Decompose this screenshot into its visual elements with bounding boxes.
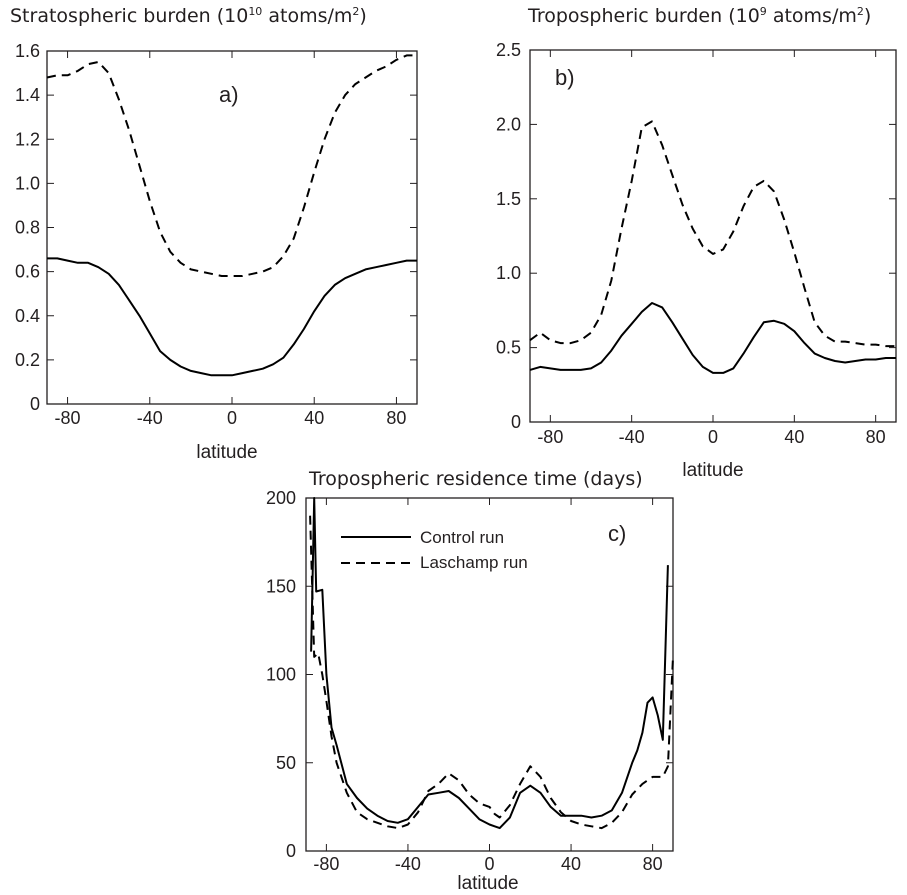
legend: Control run Laschamp run <box>341 528 528 572</box>
panel-b-ticks: -80 -40 0 40 80 0 0.5 1.0 1.5 2.0 2.5 <box>496 40 896 447</box>
y-tick-label: 0.6 <box>15 262 40 282</box>
x-tick-label: -40 <box>619 427 645 447</box>
y-tick-label: 1.0 <box>15 173 40 193</box>
panel-c-title: Tropospheric residence time (days) <box>308 468 643 490</box>
series-line-solid <box>47 257 417 377</box>
y-tick-label: 1.0 <box>496 263 521 283</box>
x-tick-label: 0 <box>484 854 494 874</box>
y-tick-label: 1.5 <box>496 189 521 209</box>
x-tick-label: -40 <box>395 854 421 874</box>
x-tick-label: -80 <box>537 427 563 447</box>
panel-c-xlabel: latitude <box>457 873 518 894</box>
panel-c: Tropospheric residence time (days) -80 -4… <box>266 468 674 894</box>
y-tick-label: 150 <box>266 576 296 596</box>
panel-b-plot-frame <box>529 49 897 423</box>
panel-c-label: c) <box>608 521 626 546</box>
panel-a-series <box>46 54 417 377</box>
panel-a: Stratospheric burden (1010 atoms/m2) -80… <box>10 5 418 463</box>
x-tick-label: 40 <box>561 854 581 874</box>
panel-c-series <box>309 497 674 830</box>
panel-b-label: b) <box>555 65 575 90</box>
series-line-dashed <box>309 515 674 830</box>
x-tick-label: -40 <box>137 408 163 428</box>
panel-b-title: Tropospheric burden (109 atoms/m2) <box>527 5 871 27</box>
panel-a-xlabel: latitude <box>196 442 257 463</box>
panel-b-xlabel: latitude <box>682 460 743 481</box>
y-tick-label: 0 <box>286 841 296 861</box>
y-tick-label: 0.2 <box>15 350 40 370</box>
y-tick-label: 2.0 <box>496 114 521 134</box>
panel-b-series <box>529 120 896 374</box>
y-tick-label: 2.5 <box>496 40 521 60</box>
y-tick-label: 1.4 <box>15 85 40 105</box>
legend-label-control-run: Control run <box>420 528 504 547</box>
panel-c-ticks: -80 -40 0 40 80 0 50 100 150 200 <box>266 488 673 874</box>
y-tick-label: 0 <box>30 394 40 414</box>
series-line-solid <box>529 302 896 374</box>
series-line-dashed <box>46 54 417 277</box>
y-tick-label: 0 <box>511 412 521 432</box>
legend-label-laschamp-run: Laschamp run <box>420 553 528 572</box>
x-tick-label: 80 <box>643 854 663 874</box>
x-tick-label: -80 <box>313 854 339 874</box>
panel-a-title: Stratospheric burden (1010 atoms/m2) <box>10 5 367 27</box>
y-tick-label: 0.8 <box>15 218 40 238</box>
x-tick-label: 40 <box>784 427 804 447</box>
panel-b: Tropospheric burden (109 atoms/m2) -80 -4… <box>496 5 897 481</box>
panel-a-ticks: -80 -40 0 40 80 0 0.2 0.4 0.6 0.8 1.0 1.2 1.4 1.6 <box>15 41 417 428</box>
y-tick-label: 0.5 <box>496 338 521 358</box>
x-tick-label: 0 <box>708 427 718 447</box>
y-tick-label: 1.6 <box>15 41 40 61</box>
x-tick-label: 80 <box>866 427 886 447</box>
y-tick-label: 200 <box>266 488 296 508</box>
x-tick-label: 80 <box>386 408 406 428</box>
x-tick-label: -80 <box>55 408 81 428</box>
panel-a-label: a) <box>219 82 239 107</box>
series-line-solid <box>310 497 669 830</box>
y-tick-label: 100 <box>266 665 296 685</box>
y-tick-label: 0.4 <box>15 306 40 326</box>
series-line-dashed <box>529 120 896 348</box>
y-tick-label: 1.2 <box>15 129 40 149</box>
x-tick-label: 0 <box>227 408 237 428</box>
y-tick-label: 50 <box>276 753 296 773</box>
x-tick-label: 40 <box>304 408 324 428</box>
